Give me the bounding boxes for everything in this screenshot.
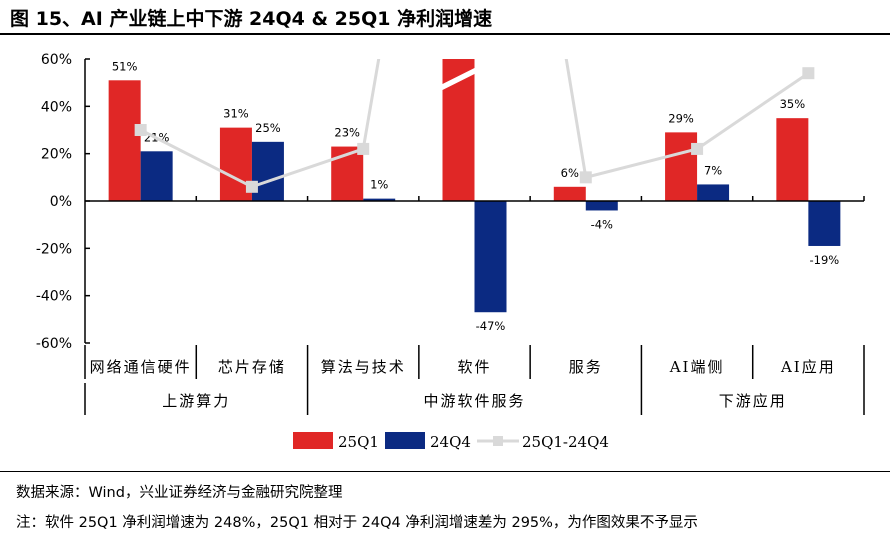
- note-text: 注：软件 25Q1 净利润增速为 248%，25Q1 相对于 24Q4 净利润增…: [16, 515, 698, 531]
- bar-24q4: [474, 201, 507, 313]
- y-tick-label: 60%: [41, 52, 72, 68]
- data-label-25q1: 6%: [561, 166, 579, 180]
- source-text: 数据来源：Wind，兴业证券经济与金融研究院整理: [16, 485, 343, 501]
- category-label: 网络通信硬件: [90, 358, 192, 376]
- y-tick-label: 40%: [41, 99, 72, 115]
- y-tick-label: 20%: [41, 147, 72, 163]
- y-tick-label: -60%: [36, 336, 72, 352]
- line-marker: [245, 180, 258, 193]
- category-label: AI应用: [780, 358, 836, 376]
- data-label-24q4: -47%: [476, 319, 506, 333]
- title-rule: [0, 33, 890, 35]
- legend-label: 25Q1-24Q4: [522, 433, 609, 451]
- data-label-25q1: 35%: [780, 97, 806, 111]
- bar-24q4: [363, 198, 396, 201]
- line-marker: [134, 124, 147, 136]
- bar-25q1: [665, 132, 698, 201]
- data-label-24q4: -19%: [809, 253, 839, 267]
- bar-24q4: [697, 184, 730, 201]
- category-label: 芯片存储: [218, 358, 286, 376]
- footer-rule: [0, 471, 890, 472]
- data-label-25q1: 29%: [668, 111, 694, 125]
- legend-swatch-24q4: [385, 432, 425, 449]
- data-label-24q4: 25%: [255, 121, 281, 135]
- data-label-25q1: 51%: [112, 59, 138, 73]
- y-tick-label: -40%: [36, 289, 72, 305]
- data-label-25q1: 31%: [223, 107, 249, 121]
- y-tick-label: 0%: [50, 194, 72, 210]
- line-marker: [691, 142, 704, 155]
- bar-25q1: [108, 80, 141, 201]
- data-label-24q4: 1%: [370, 178, 388, 192]
- figure-title: 图 15、AI 产业链上中下游 24Q4 & 25Q1 净利润增速: [10, 8, 493, 30]
- legend-label: 25Q1: [338, 433, 379, 451]
- legend-swatch-marker: [493, 436, 503, 446]
- data-label-25q1: 23%: [334, 126, 360, 140]
- line-marker: [579, 171, 592, 184]
- category-label: 软件: [457, 358, 491, 376]
- line-marker: [802, 67, 815, 80]
- category-label: AI端侧: [669, 358, 725, 376]
- bar-24q4: [585, 201, 618, 211]
- line-series-group: [134, 59, 815, 193]
- legend-label: 24Q4: [430, 433, 471, 451]
- axis-break-mark: [440, 67, 477, 91]
- category-label: 服务: [569, 358, 603, 376]
- bar-24q4: [808, 201, 841, 246]
- bar-25q1: [553, 186, 586, 201]
- bar-24q4: [140, 151, 173, 201]
- legend-swatch-25q1: [293, 432, 333, 449]
- legend: 25Q1 24Q4 25Q1-24Q4: [293, 432, 609, 451]
- group-label: 下游应用: [719, 392, 787, 410]
- category-label: 算法与技术: [321, 358, 406, 376]
- data-label-24q4: -4%: [591, 217, 613, 231]
- group-label: 上游算力: [162, 392, 230, 410]
- bar-25q1: [776, 118, 809, 201]
- y-tick-label: -20%: [36, 241, 72, 257]
- group-label: 中游软件服务: [423, 392, 525, 410]
- data-label-24q4: 7%: [704, 163, 722, 177]
- line-marker: [357, 142, 370, 155]
- chart: -60% -40% -20% 0% 20% 40% 60% 51% 31% 23% 6% 29% 35%…: [36, 52, 865, 451]
